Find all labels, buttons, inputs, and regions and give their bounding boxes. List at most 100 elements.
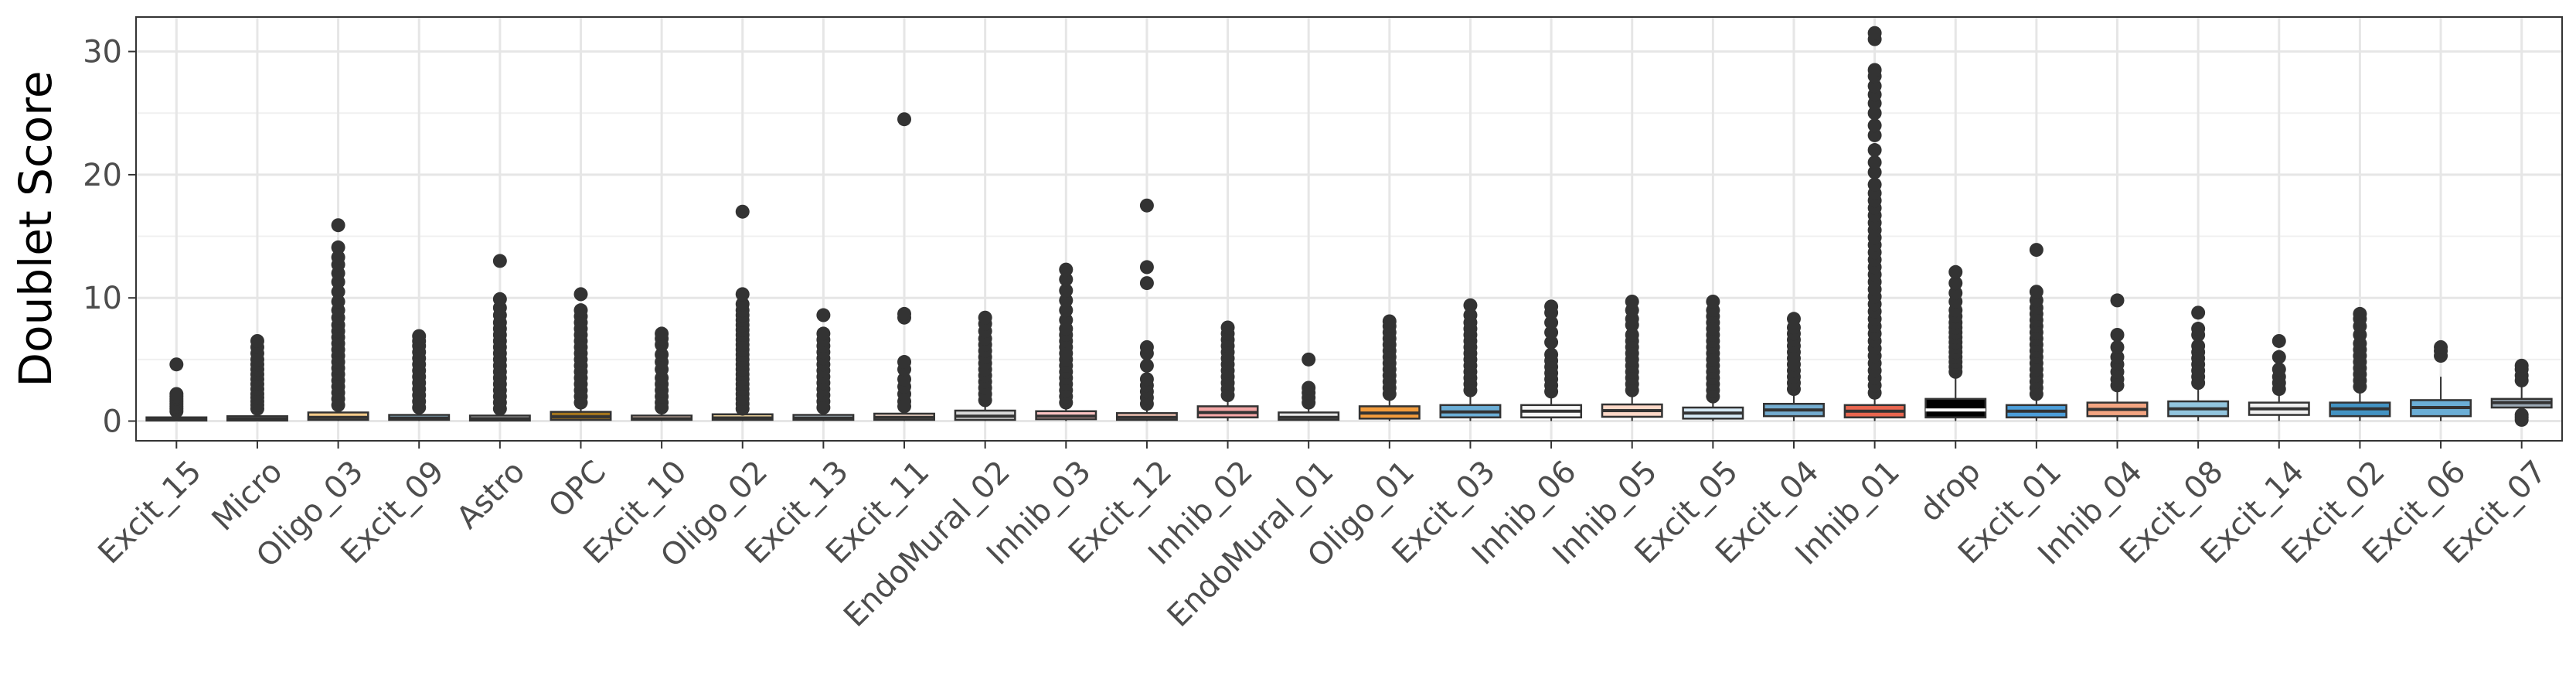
outlier-point [1544,335,1559,350]
box-Inhib_06 [1520,299,1583,421]
plot-panel [135,16,2563,442]
outlier-point [1867,118,1882,133]
panel-border [135,16,2563,442]
box-Excit_14 [2248,333,2310,421]
box-Inhib_02 [1196,320,1259,421]
outlier-point [735,287,750,302]
outlier-point [1867,143,1882,158]
outlier-point [735,297,750,312]
outlier-point [2029,285,2043,299]
outlier-point [412,329,427,343]
outlier-point [2110,339,2125,354]
box-Excit_09 [388,329,451,421]
outlier-point [331,250,345,264]
outlier-point [1139,339,1154,354]
box-Micro [226,333,288,421]
outlier-point [897,355,912,370]
outlier-point [2110,350,2125,364]
outlier-point [1948,276,1963,291]
box-Excit_06 [2410,339,2472,421]
box-Excit_10 [631,326,693,421]
box-Oligo_02 [711,204,774,421]
outlier-point [1463,298,1478,312]
outlier-point [1302,380,1316,395]
outlier-point [1867,106,1882,121]
outlier-point [1786,312,1801,326]
y-axis-title: Doublet Score [9,70,62,387]
outlier-point [2191,322,2206,336]
box-Excit_04 [1763,312,1825,421]
outlier-point [331,218,345,233]
outlier-point [655,347,669,362]
outlier-point [816,326,831,341]
outlier-point [1544,316,1559,330]
outlier-point [2271,350,2286,364]
outlier-point [2514,408,2529,422]
minor-gridlines [136,112,2562,360]
outlier-point [2514,358,2529,373]
outlier-point [655,326,669,341]
outlier-point [1139,358,1154,373]
box-EndoMural_01 [1278,352,1340,421]
box-Excit_03 [1439,298,1502,421]
box-Inhib_01 [1843,26,1906,421]
outlier-point [1059,272,1074,287]
box-Excit_07 [2490,358,2553,427]
outlier-point [169,357,184,372]
outlier-point [1059,283,1074,298]
box-OPC [550,287,612,421]
outlier-point [1382,314,1397,329]
box-Excit_13 [792,308,855,421]
outlier-point [1059,293,1074,308]
y-tick-label: 30 [83,35,122,70]
outlier-point [331,294,345,309]
outlier-point [492,254,507,268]
box-Excit_12 [1115,198,1178,421]
outlier-point [2353,306,2367,321]
outlier-point [978,310,992,325]
outlier-point [1867,63,1882,77]
box-Excit_02 [2329,306,2391,421]
outlier-point [1867,155,1882,169]
panel-background [136,17,2562,441]
outlier-point [2271,362,2286,377]
outlier-point [2110,293,2125,308]
box-Excit_08 [2167,305,2230,421]
outlier-point [492,292,507,306]
box-Astro [468,254,531,421]
outlier-point [1463,308,1478,322]
outlier-point [1544,299,1559,314]
outlier-point [2191,339,2206,353]
outlier-point [2271,333,2286,348]
box-Excit_05 [1682,294,1744,421]
outlier-point [1867,128,1882,142]
box-iqr [1924,397,1987,418]
outlier-point [331,285,345,299]
box-drop [1924,264,1987,421]
outlier-point [573,287,588,302]
outlier-point [1220,320,1235,335]
outlier-point [250,333,264,348]
box-Excit_11 [873,112,935,421]
y-tick-label: 10 [83,281,122,316]
outlier-point [1139,198,1154,213]
outlier-point [2434,339,2448,354]
y-axis: 0 10 20 30 [83,35,136,440]
outlier-point [1625,328,1639,342]
outlier-point [816,308,831,322]
outlier-point [1706,294,1720,309]
outlier-point [1059,312,1074,327]
box-Inhib_03 [1035,262,1097,421]
box-Oligo_03 [307,218,369,421]
y-tick-label: 20 [83,158,122,193]
box-series [145,26,2553,427]
outlier-point [2191,305,2206,320]
outlier-point [1544,347,1559,362]
box-Inhib_05 [1601,294,1663,421]
outlier-point [1867,79,1882,94]
y-tick-label: 0 [103,404,122,440]
outlier-point [1948,264,1963,279]
outlier-point [1059,262,1074,277]
outlier-point [897,112,912,127]
outlier-point [1059,303,1074,318]
